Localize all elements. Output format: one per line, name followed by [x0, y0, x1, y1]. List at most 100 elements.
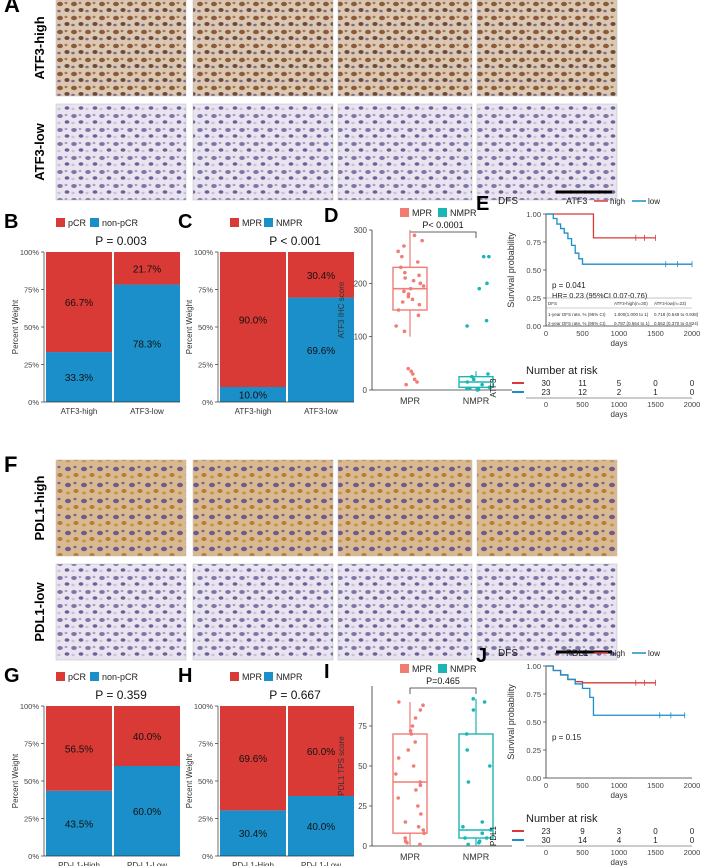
data-point	[416, 313, 421, 318]
data-point	[485, 281, 489, 286]
data-point	[396, 756, 401, 760]
p-value: P = 0.359	[95, 688, 147, 702]
y-tick-label: 0.50	[526, 266, 541, 275]
risk-x-tick: 1000	[611, 848, 628, 857]
data-point	[403, 836, 407, 840]
data-point	[413, 716, 418, 720]
data-point	[394, 772, 398, 776]
category-label: PD-L1-High	[58, 861, 100, 866]
risk-x-tick: 500	[576, 400, 589, 409]
legend-swatch	[230, 672, 239, 681]
legend-swatch	[90, 672, 99, 681]
risk-x-tick: 0	[544, 848, 548, 857]
y-tick-label: 100	[354, 333, 368, 342]
table-cell: 0.718 (0.549 to 0.938)	[654, 312, 699, 317]
y-tick-label: 25%	[198, 361, 213, 370]
data-point	[418, 281, 423, 286]
data-point	[465, 324, 469, 328]
bar-segment-pcr	[114, 706, 180, 766]
micrograph-pdl1-low-1	[55, 563, 187, 661]
plot-title: DFS	[498, 196, 518, 207]
data-point	[463, 836, 467, 840]
data-label: 10.0%	[239, 391, 267, 402]
risk-x-tick: 0	[544, 400, 548, 409]
data-point	[489, 828, 493, 832]
y-tick-label: 25%	[198, 815, 213, 824]
legend-label: MPR	[412, 664, 433, 674]
micrograph-pdl1-high-3	[337, 459, 473, 557]
bar-segment-mpr	[288, 252, 354, 298]
x-tick-label: 2000	[684, 329, 701, 338]
y-tick-label: 75%	[198, 286, 213, 295]
y-tick-label: 0.00	[526, 774, 541, 783]
data-point	[421, 828, 426, 832]
category-label: NMPR	[463, 852, 490, 862]
y-tick-label: 100%	[20, 248, 40, 257]
data-point	[471, 708, 476, 712]
micrograph-atf3-high-3	[337, 0, 473, 97]
y-axis-label: Percent Weight	[185, 753, 194, 808]
data-point	[419, 812, 423, 816]
data-point	[406, 366, 411, 371]
y-tick-label: 50%	[198, 323, 213, 332]
legend-swatch	[230, 218, 239, 227]
data-point	[471, 697, 476, 701]
risk-count: 30	[542, 836, 551, 845]
data-label: 56.5%	[65, 744, 93, 755]
y-tick-label: 0.00	[526, 322, 541, 331]
data-label: 90.0%	[239, 316, 267, 327]
category-label: PD-L1-Low	[127, 861, 167, 866]
risk-x-tick: 500	[576, 848, 589, 857]
risk-count: 5	[617, 379, 622, 388]
data-label: 40.0%	[133, 732, 161, 743]
data-point	[403, 820, 408, 824]
bar-segment-nmpr	[220, 387, 286, 402]
risk-x-tick: 1500	[647, 848, 664, 857]
table-header-cell: DFS	[548, 301, 557, 306]
table-header-cell: ATF3-low(n=23)	[654, 301, 687, 306]
x-tick-label: 2000	[684, 781, 701, 790]
bar-segment-pcr	[46, 706, 112, 791]
y-axis-label: Survival probability	[506, 684, 516, 760]
bar-segment-non-pcr	[114, 766, 180, 856]
bar-segment-non-pcr	[46, 352, 112, 402]
data-point	[486, 372, 490, 376]
y-axis-label: Percent Weight	[185, 299, 194, 354]
micrograph-pdl1-low-4	[476, 563, 618, 661]
km-curve-low	[546, 665, 685, 716]
category-label: PD-L1-Low	[301, 861, 341, 866]
data-point	[416, 825, 421, 829]
y-axis-label: ATF3 IHC score	[337, 281, 346, 338]
data-point	[415, 380, 419, 384]
data-point	[465, 748, 470, 752]
y-tick-label: 50%	[198, 777, 213, 786]
box-nmpr	[458, 733, 494, 839]
micrograph-atf3-high-4	[476, 0, 618, 97]
category-label: PD-L1-High	[232, 861, 274, 866]
data-point	[400, 300, 405, 304]
micrograph-pdl1-high-1	[55, 459, 187, 557]
risk-count: 2	[617, 388, 622, 397]
legend-swatch	[438, 208, 447, 217]
y-tick-label: 100%	[194, 248, 214, 257]
data-point	[396, 796, 401, 800]
data-point	[397, 700, 401, 704]
bar-segment-mpr	[288, 706, 354, 796]
y-tick-label: 0%	[202, 398, 213, 407]
category-label: ATF3-high	[61, 407, 98, 416]
y-tick-label: 0%	[28, 852, 39, 861]
y-tick-label: 75%	[24, 740, 39, 749]
panel-letter-B: B	[4, 211, 18, 233]
table-cell: 0.552 (0.370 to 0.824)	[654, 321, 699, 326]
risk-table-label: PDL1	[489, 825, 498, 846]
legend-label: NMPR	[276, 672, 303, 682]
y-tick-label: 300	[354, 226, 368, 235]
data-label: 78.3%	[133, 339, 161, 350]
data-point	[402, 289, 406, 294]
data-point	[421, 703, 425, 707]
micrograph-atf3-high-1	[55, 0, 187, 97]
category-label: ATF3-low	[130, 407, 164, 416]
legend-label: non-pCR	[102, 672, 139, 682]
risk-count: 9	[580, 827, 585, 836]
